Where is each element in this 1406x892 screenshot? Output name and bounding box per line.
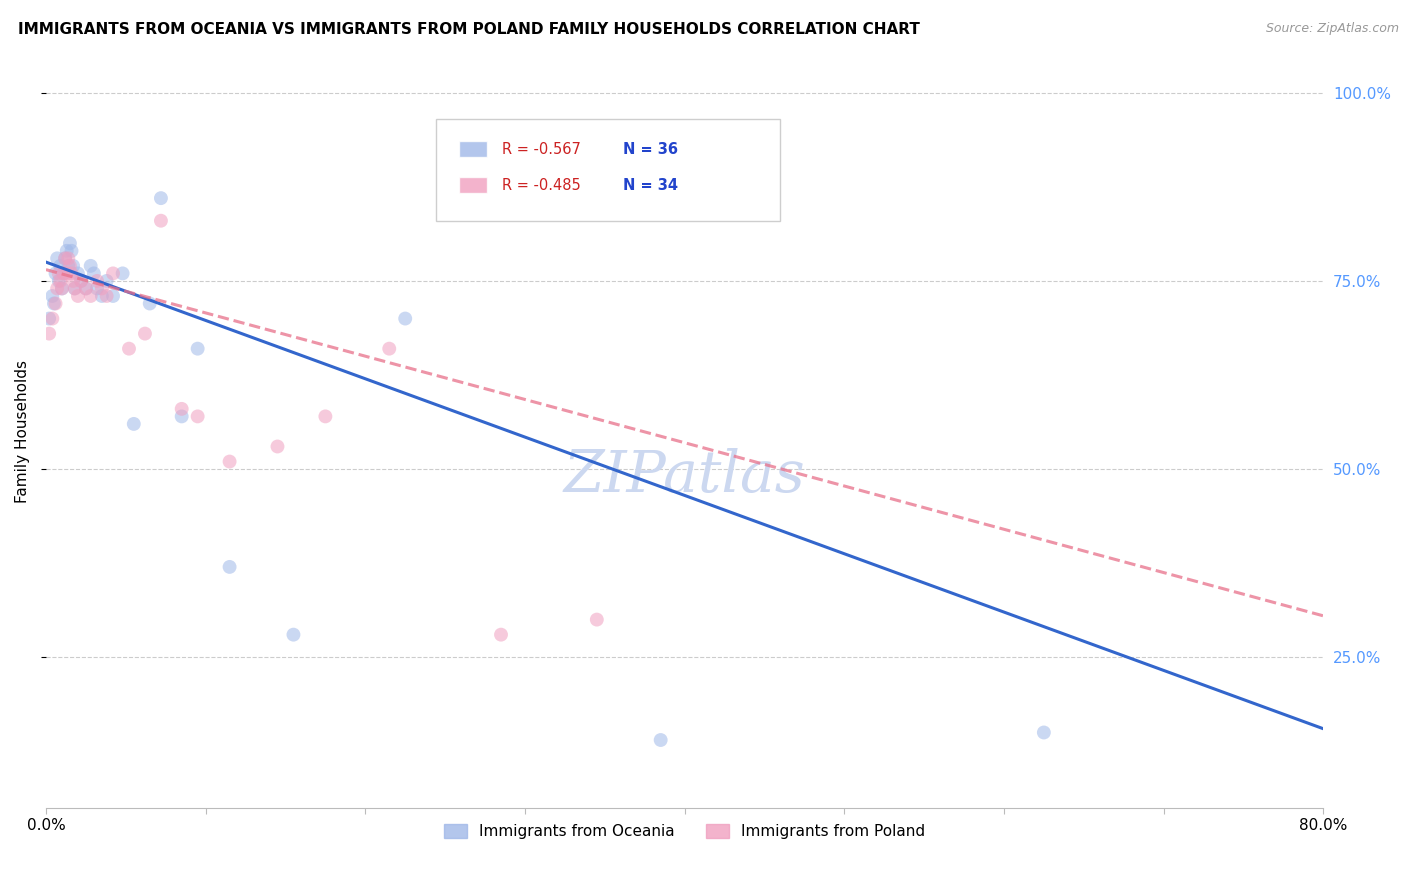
- Point: [59, 259, 82, 273]
- Point: [86, 274, 108, 288]
- Point: [86, 281, 108, 295]
- Text: R = -0.485: R = -0.485: [502, 178, 581, 193]
- Point: [149, 213, 172, 227]
- Point: [90, 281, 112, 295]
- Point: [585, 613, 607, 627]
- Point: [314, 409, 336, 424]
- Text: N = 36: N = 36: [623, 142, 678, 157]
- Point: [38, 311, 60, 326]
- Point: [79, 259, 101, 273]
- Point: [49, 259, 72, 273]
- Point: [70, 274, 93, 288]
- Point: [41, 289, 63, 303]
- Point: [650, 733, 672, 747]
- Point: [49, 274, 72, 288]
- Y-axis label: Family Households: Family Households: [15, 360, 30, 503]
- Point: [79, 289, 101, 303]
- Point: [90, 289, 112, 303]
- Point: [60, 244, 83, 258]
- Point: [1032, 725, 1054, 739]
- Point: [394, 311, 416, 326]
- Text: ZIPatlas: ZIPatlas: [564, 449, 806, 505]
- Point: [83, 266, 105, 280]
- Point: [96, 289, 118, 303]
- Text: Source: ZipAtlas.com: Source: ZipAtlas.com: [1265, 22, 1399, 36]
- Point: [101, 289, 124, 303]
- Point: [70, 274, 93, 288]
- Point: [283, 627, 305, 641]
- Point: [63, 281, 86, 295]
- Point: [52, 266, 75, 280]
- Point: [378, 342, 401, 356]
- Point: [58, 259, 80, 273]
- Legend: Immigrants from Oceania, Immigrants from Poland: Immigrants from Oceania, Immigrants from…: [439, 818, 931, 846]
- Point: [63, 281, 86, 295]
- Point: [118, 342, 141, 356]
- Point: [42, 296, 65, 310]
- Point: [101, 266, 124, 280]
- Point: [266, 440, 288, 454]
- Point: [139, 296, 162, 310]
- Text: N = 34: N = 34: [623, 178, 678, 193]
- Point: [96, 274, 118, 288]
- Point: [46, 252, 69, 266]
- Point: [59, 236, 82, 251]
- Point: [53, 252, 76, 266]
- Point: [489, 627, 512, 641]
- Point: [149, 191, 172, 205]
- Point: [134, 326, 156, 341]
- Point: [55, 244, 77, 258]
- FancyBboxPatch shape: [458, 177, 486, 194]
- Point: [46, 281, 69, 295]
- FancyBboxPatch shape: [436, 120, 780, 220]
- Point: [53, 252, 76, 266]
- Point: [75, 281, 97, 295]
- Point: [218, 560, 240, 574]
- Point: [187, 409, 209, 424]
- Point: [66, 266, 89, 280]
- Point: [48, 274, 70, 288]
- Point: [75, 281, 97, 295]
- Point: [170, 401, 193, 416]
- Point: [58, 252, 80, 266]
- Point: [51, 281, 73, 295]
- Point: [62, 274, 84, 288]
- Point: [60, 266, 83, 280]
- Point: [122, 417, 145, 431]
- Point: [41, 311, 63, 326]
- Point: [38, 326, 60, 341]
- Point: [218, 454, 240, 468]
- Point: [52, 266, 75, 280]
- Point: [45, 296, 67, 310]
- Point: [170, 409, 193, 424]
- Point: [62, 259, 84, 273]
- Text: R = -0.567: R = -0.567: [502, 142, 581, 157]
- Point: [45, 266, 67, 280]
- FancyBboxPatch shape: [458, 141, 486, 157]
- Point: [187, 342, 209, 356]
- Text: IMMIGRANTS FROM OCEANIA VS IMMIGRANTS FROM POLAND FAMILY HOUSEHOLDS CORRELATION : IMMIGRANTS FROM OCEANIA VS IMMIGRANTS FR…: [18, 22, 920, 37]
- Point: [111, 266, 134, 280]
- Point: [51, 281, 73, 295]
- Point: [66, 289, 89, 303]
- Point: [55, 266, 77, 280]
- Point: [48, 266, 70, 280]
